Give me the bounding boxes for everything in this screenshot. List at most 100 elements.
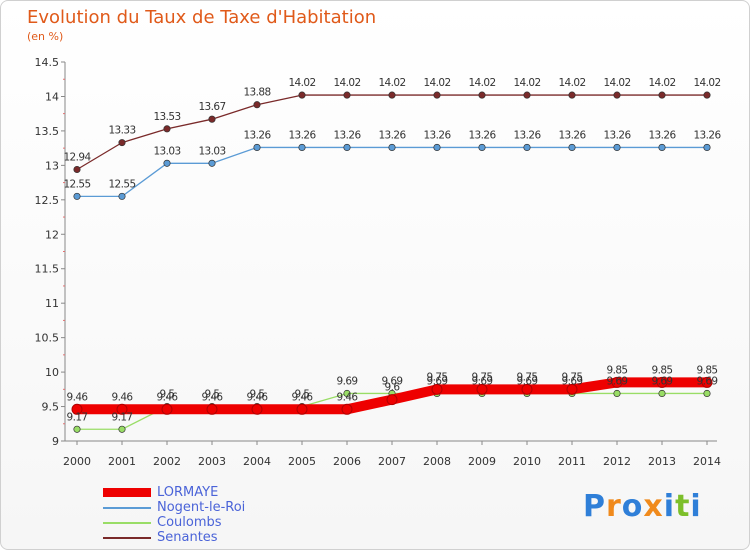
data-point: [208, 159, 216, 167]
data-label: 13.26: [468, 129, 496, 141]
data-point: [431, 383, 443, 395]
legend-swatch: [103, 521, 151, 524]
data-point: [433, 91, 441, 99]
data-point: [253, 143, 261, 151]
data-point: [658, 143, 666, 151]
data-label: 14.02: [648, 77, 675, 89]
y-tick-label: 14.5: [35, 56, 60, 69]
data-label: 9.69: [337, 375, 358, 387]
x-tick-label: 2000: [63, 455, 91, 468]
data-label: 13.26: [648, 129, 676, 141]
data-label: 9.75: [472, 371, 493, 383]
data-label: 14.02: [378, 77, 405, 89]
data-label: 9.5: [160, 389, 175, 401]
data-label: 12.55: [63, 178, 90, 190]
data-label: 13.26: [558, 129, 586, 141]
data-label: 14.02: [333, 77, 360, 89]
chart-legend: LORMAYE Nogent-le-Roi Coulombs Senantes: [103, 485, 245, 545]
legend-swatch: [103, 536, 151, 539]
data-point: [251, 403, 263, 415]
legend-label: LORMAYE: [157, 485, 219, 500]
data-label: 14.02: [468, 77, 495, 89]
data-point: [116, 403, 128, 415]
proxiti-logo: Proxiti: [583, 489, 702, 524]
legend-label: Senantes: [157, 530, 218, 545]
data-label: 13.26: [288, 129, 316, 141]
legend-label: Coulombs: [157, 515, 222, 530]
y-tick-label: 10: [45, 366, 59, 379]
y-tick-label: 12.5: [35, 194, 60, 207]
data-label: 9.46: [337, 391, 359, 403]
data-point: [253, 101, 261, 109]
data-label: 9.6: [385, 382, 401, 394]
data-point: [163, 159, 171, 167]
x-tick-label: 2004: [243, 455, 271, 468]
data-label: 13.33: [108, 125, 135, 137]
data-label: 13.26: [423, 129, 451, 141]
x-tick-label: 2001: [108, 455, 136, 468]
data-label: 9.75: [517, 371, 538, 383]
data-point: [658, 389, 666, 398]
legend-label: Nogent-le-Roi: [157, 500, 246, 515]
data-label: 14.02: [513, 77, 540, 89]
data-point: [118, 192, 126, 200]
data-point: [523, 91, 531, 99]
data-point: [161, 403, 173, 415]
data-point: [433, 143, 441, 151]
data-label: 9.5: [295, 389, 310, 401]
chart-title: Evolution du Taux de Taxe d'Habitation: [27, 7, 377, 28]
data-label: 9.69: [697, 375, 718, 387]
y-tick-label: 11.5: [35, 263, 60, 276]
data-label: 9.69: [562, 375, 583, 387]
data-label: 12.94: [63, 151, 91, 163]
data-point: [613, 91, 621, 99]
x-tick-label: 2007: [378, 455, 406, 468]
logo-letter: i: [690, 489, 702, 524]
data-point: [388, 143, 396, 151]
data-label: 13.26: [603, 129, 631, 141]
logo-letter: P: [583, 489, 606, 524]
data-label: 9.17: [67, 411, 88, 423]
data-point: [566, 383, 578, 395]
data-point: [343, 143, 351, 151]
data-label: 9.46: [202, 391, 224, 403]
data-label: 9.85: [607, 364, 628, 376]
data-point: [206, 403, 218, 415]
x-tick-label: 2014: [693, 455, 721, 468]
data-label: 13.88: [243, 87, 270, 99]
data-point: [73, 192, 81, 200]
y-tick-label: 9: [52, 435, 59, 448]
data-label: 13.26: [333, 129, 361, 141]
data-label: 14.02: [288, 77, 315, 89]
data-label: 9.75: [562, 371, 583, 383]
logo-letter: t: [675, 489, 691, 524]
data-label: 13.26: [693, 129, 721, 141]
data-point: [208, 115, 216, 123]
data-label: 14.02: [423, 77, 450, 89]
data-label: 9.69: [427, 375, 448, 387]
chart-subtitle: (en %): [27, 30, 64, 43]
data-label: 9.69: [382, 375, 403, 387]
data-label: 9.75: [427, 371, 448, 383]
data-point: [656, 376, 668, 388]
x-tick-label: 2006: [333, 455, 361, 468]
data-label: 9.85: [652, 364, 673, 376]
data-label: 9.69: [472, 375, 493, 387]
data-point: [343, 389, 351, 398]
data-point: [521, 383, 533, 395]
data-point: [703, 91, 711, 99]
data-point: [118, 139, 126, 147]
data-label: 9.46: [67, 391, 89, 403]
data-label: 9.46: [292, 391, 314, 403]
data-point: [568, 143, 576, 151]
legend-swatch: [103, 506, 151, 509]
data-point: [118, 425, 126, 433]
data-point: [343, 91, 351, 99]
data-point: [613, 389, 621, 398]
data-point: [296, 403, 308, 415]
logo-letter: o: [621, 489, 644, 524]
data-point: [478, 143, 486, 151]
x-tick-label: 2009: [468, 455, 496, 468]
data-label: 9.46: [112, 391, 134, 403]
